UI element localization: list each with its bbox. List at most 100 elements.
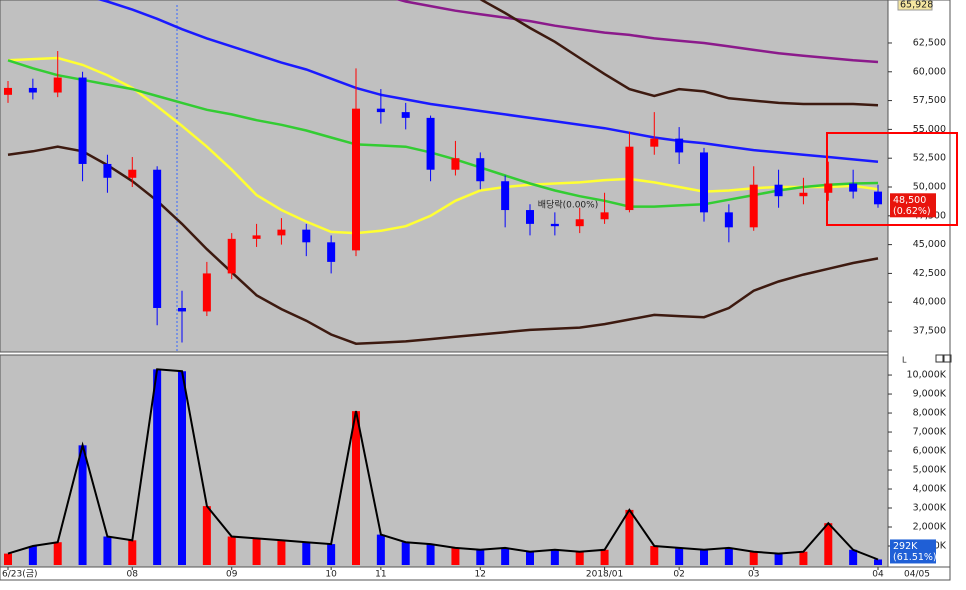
y-tick-label: 60,000 [913,66,946,77]
price-layer [4,0,882,345]
volume-bar [451,547,460,565]
volume-bar [53,542,62,565]
candle-body [874,191,882,205]
moving-average [7,145,879,345]
x-tick-label: 04 [872,570,884,580]
candle-body [824,183,833,193]
annotation: 배당락(0.00%) [538,199,598,211]
volume-bar [103,536,112,565]
y-tick-label: 62,500 [913,37,946,48]
volume-bar [675,547,684,565]
candle-body [252,235,261,239]
high-marker-box [897,0,933,11]
candle-body [53,77,62,93]
window-button[interactable] [935,354,944,363]
volume-tag-label: 292K [893,541,918,552]
y-tick-label: 57,500 [913,95,946,106]
volume-bar [600,549,609,565]
y-tick-label: 52,500 [913,153,946,164]
date-tag: 04/05 [904,570,930,580]
volume-tick-label: 6,000K [913,446,947,457]
volume-bar [128,540,137,565]
volume-bar [153,369,162,565]
volume-bar [799,551,808,565]
x-tick-label: 11 [375,570,386,580]
candle-body [103,163,112,178]
candle-body [28,87,37,93]
volume-bar [78,445,87,565]
volume-bar [277,540,286,565]
x-tick-label: 09 [226,570,238,580]
candle-body [749,184,758,228]
candle-body [675,138,684,153]
high-marker-label: 65,928 [900,0,933,11]
candle-body [625,146,634,211]
volume-bar [302,542,311,565]
volume-bar [227,536,236,565]
y-tick-label: 50,000 [913,182,946,193]
close-button[interactable] [943,354,952,363]
candle-body [700,152,708,213]
highlight-box [826,132,958,226]
axes-layer: 37,50040,00042,50045,00047,50050,00052,5… [2,0,947,580]
volume-bar [426,544,435,565]
candle-body [724,212,733,228]
volume-bar [774,553,783,565]
price-panel [0,0,889,353]
volume-tick-label: 8,000K [913,408,947,419]
y-tick-label: 55,000 [913,124,946,135]
moving-average [7,59,879,208]
candle-body [799,192,808,197]
volume-tick-label: 5,000K [913,465,947,476]
volume-panel [0,354,889,568]
candle-body [849,183,858,192]
moving-average [395,0,879,64]
x-tick-label: 10 [325,570,337,580]
volume-bar [824,523,833,565]
candle-body [501,181,510,211]
volume-tick-label: 10,000K [907,370,947,381]
candle-body [352,108,360,251]
x-tick-label: 6/23(금) [2,569,38,580]
x-tick-label: 03 [748,570,759,580]
candle-body [78,77,87,164]
candle-body [476,158,485,182]
candle-body [600,212,609,220]
candle-body [774,184,783,197]
volume-tag-change: (61.51%) [893,552,937,563]
price-tag-label: 48,500 [893,195,926,206]
price-tag-box [890,193,936,218]
candle-body [426,117,435,170]
x-tick-label: 12 [475,570,486,580]
candle-body [178,307,186,312]
volume-bar [874,559,882,565]
volume-line [7,368,879,561]
candle-body [227,238,236,274]
volume-bar [4,553,12,565]
volume-bar [550,549,559,565]
volume-bar [252,538,261,565]
volume-bar [501,547,510,565]
candle-body [650,138,659,147]
volume-tag-box [890,539,936,564]
x-tick-label: 08 [127,570,139,580]
price-tag-change: (0.62%) [893,206,931,217]
volume-tick-label: 4,000K [913,484,947,495]
candle-body [550,223,559,227]
volume-tick-label: 7,000K [913,427,947,438]
volume-bar [178,371,186,565]
candle-body [376,108,385,113]
candle-body [4,87,12,95]
moving-average [7,56,879,235]
panel-icon: L [902,356,907,365]
volume-bar [724,547,733,565]
candle-body [327,242,336,262]
y-tick-label: 40,000 [913,297,946,308]
x-tick-label: 2018/01 [586,570,623,580]
moving-average [97,0,879,163]
y-tick-label: 45,000 [913,239,946,250]
y-tick-label: 37,500 [913,326,946,337]
